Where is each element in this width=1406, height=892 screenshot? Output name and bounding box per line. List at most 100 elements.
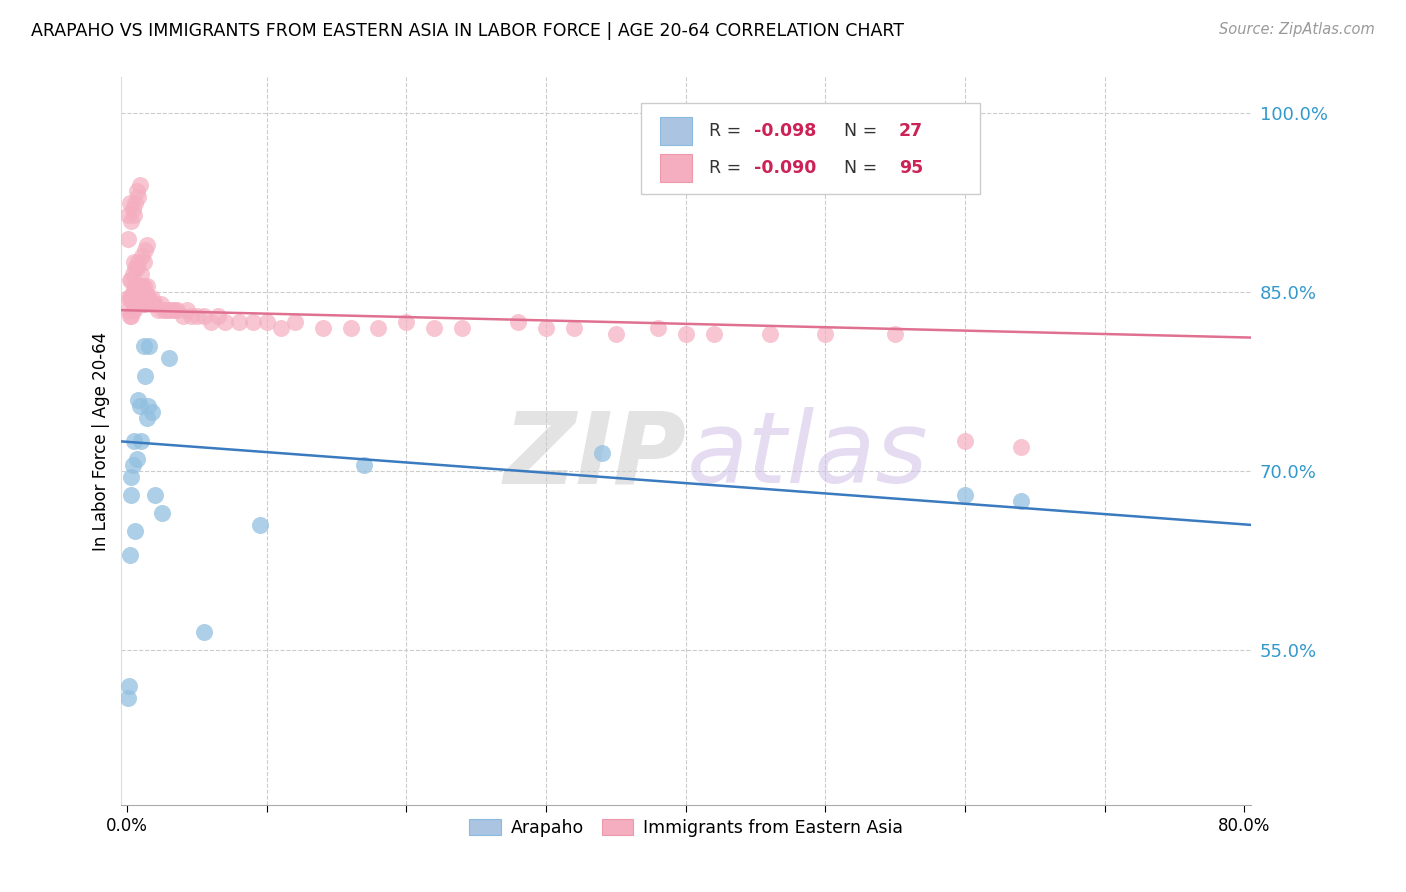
Point xyxy=(141,291,163,305)
Point xyxy=(118,548,141,562)
Point xyxy=(134,297,156,311)
Point xyxy=(242,315,264,329)
Point xyxy=(122,303,145,318)
Point xyxy=(884,326,907,341)
Point xyxy=(121,458,143,473)
Point xyxy=(150,506,173,520)
Point xyxy=(125,261,148,276)
Point xyxy=(128,279,150,293)
Point xyxy=(121,268,143,282)
Point xyxy=(605,326,627,341)
Text: Source: ZipAtlas.com: Source: ZipAtlas.com xyxy=(1219,22,1375,37)
Y-axis label: In Labor Force | Age 20-64: In Labor Force | Age 20-64 xyxy=(93,332,110,551)
Point xyxy=(125,452,148,467)
Point xyxy=(142,297,165,311)
Point xyxy=(143,488,166,502)
Point xyxy=(339,321,361,335)
Point xyxy=(157,351,180,365)
Point xyxy=(129,434,152,449)
Point xyxy=(129,279,152,293)
Point xyxy=(118,195,141,210)
Point xyxy=(127,279,149,293)
Text: R =: R = xyxy=(709,122,747,140)
Point xyxy=(675,326,697,341)
Point xyxy=(256,315,278,329)
Text: 95: 95 xyxy=(898,159,924,177)
Point xyxy=(138,291,160,305)
Point xyxy=(451,321,474,335)
Point xyxy=(953,488,976,502)
Point xyxy=(200,315,222,329)
Point xyxy=(124,279,146,293)
Point xyxy=(120,291,142,305)
Point xyxy=(135,410,157,425)
Point xyxy=(132,297,155,311)
Point xyxy=(131,279,153,293)
Point xyxy=(163,303,186,318)
Point xyxy=(122,434,145,449)
Point xyxy=(186,309,208,323)
Point xyxy=(193,309,215,323)
Point xyxy=(132,279,155,293)
Point xyxy=(120,213,142,227)
Point xyxy=(1010,441,1032,455)
Point xyxy=(1010,494,1032,508)
Point xyxy=(180,309,202,323)
Point xyxy=(423,321,446,335)
Point xyxy=(157,303,180,318)
Point xyxy=(120,488,142,502)
Point xyxy=(125,279,148,293)
FancyBboxPatch shape xyxy=(661,154,692,182)
Point xyxy=(128,291,150,305)
Point xyxy=(124,524,146,538)
FancyBboxPatch shape xyxy=(641,103,980,194)
Point xyxy=(129,297,152,311)
Point xyxy=(124,195,146,210)
Point xyxy=(353,458,375,473)
Text: -0.098: -0.098 xyxy=(754,122,817,140)
Point xyxy=(166,303,188,318)
Point xyxy=(284,315,307,329)
Point xyxy=(117,303,139,318)
Point xyxy=(118,291,141,305)
Point xyxy=(124,297,146,311)
Text: 27: 27 xyxy=(898,122,922,140)
Point xyxy=(367,321,389,335)
Point xyxy=(270,321,292,335)
Point xyxy=(121,303,143,318)
Point xyxy=(193,625,215,640)
Point xyxy=(120,470,142,484)
Point xyxy=(139,297,162,311)
Point xyxy=(127,392,149,407)
Point xyxy=(591,446,613,460)
Point xyxy=(146,303,169,318)
FancyBboxPatch shape xyxy=(661,118,692,145)
Point xyxy=(508,315,530,329)
Point xyxy=(135,279,157,293)
Point xyxy=(127,297,149,311)
Point xyxy=(125,184,148,198)
Point xyxy=(117,231,139,245)
Point xyxy=(131,249,153,263)
Point xyxy=(207,309,229,323)
Point xyxy=(134,285,156,300)
Point xyxy=(152,303,174,318)
Point xyxy=(124,261,146,276)
Point xyxy=(136,399,159,413)
Point xyxy=(149,297,172,311)
Point xyxy=(122,285,145,300)
Point xyxy=(176,303,198,318)
Point xyxy=(128,399,150,413)
Point xyxy=(814,326,837,341)
Point xyxy=(953,434,976,449)
Point xyxy=(134,244,156,258)
Point xyxy=(132,339,155,353)
Point xyxy=(172,309,194,323)
Point xyxy=(117,690,139,705)
Point xyxy=(647,321,669,335)
Point xyxy=(155,303,177,318)
Point xyxy=(135,291,157,305)
Point xyxy=(311,321,333,335)
Point xyxy=(249,517,271,532)
Point xyxy=(136,291,159,305)
